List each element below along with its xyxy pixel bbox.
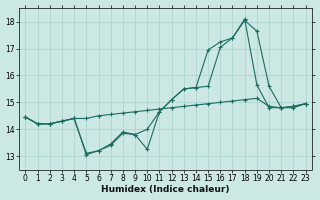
X-axis label: Humidex (Indice chaleur): Humidex (Indice chaleur) — [101, 185, 230, 194]
